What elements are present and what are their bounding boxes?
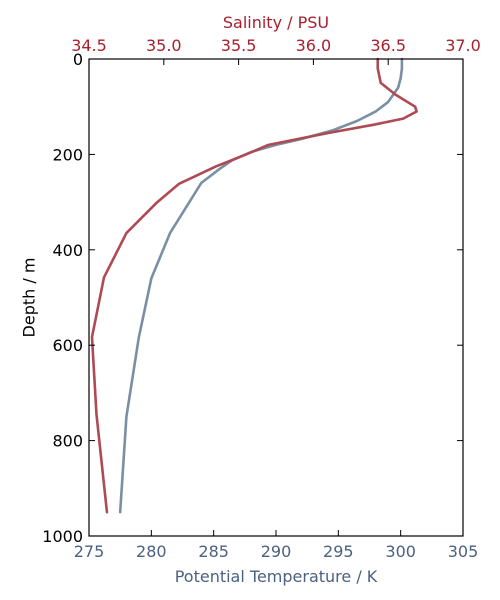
temperature-line (118, 57, 404, 514)
plot-frame (88, 58, 464, 537)
x-bottom-tick-label: 280 (136, 542, 167, 561)
y-tick-label: 600 (52, 336, 83, 355)
x-top-tick-label: 37.0 (445, 36, 481, 55)
y-tick-label: 0 (73, 50, 83, 69)
y-tick-label: 200 (52, 145, 83, 164)
x-bottom-tick-label: 295 (323, 542, 354, 561)
x-top-tick-label: 34.5 (71, 36, 107, 55)
x-top-tick-label: 36.0 (296, 36, 332, 55)
x-top-tick-label: 35.0 (146, 36, 182, 55)
salinity-line (90, 57, 418, 514)
x-bottom-tick-label: 285 (198, 542, 229, 561)
x-axis-bottom-title: Potential Temperature / K (175, 567, 378, 586)
y-tick-label: 1000 (42, 527, 83, 546)
x-bottom-tick-label: 290 (261, 542, 292, 561)
x-top-tick-label: 36.5 (370, 36, 406, 55)
x-axis-top-title: Salinity / PSU (223, 13, 329, 32)
x-top-tick-label: 35.5 (221, 36, 257, 55)
series-layer (90, 57, 418, 514)
x-bottom-tick-label: 275 (74, 542, 105, 561)
y-tick-label: 800 (52, 432, 83, 451)
x-bottom-tick-label: 305 (448, 542, 479, 561)
y-tick-label: 400 (52, 241, 83, 260)
x-bottom-tick-label: 300 (385, 542, 416, 561)
y-axis-title: Depth / m (20, 258, 39, 338)
